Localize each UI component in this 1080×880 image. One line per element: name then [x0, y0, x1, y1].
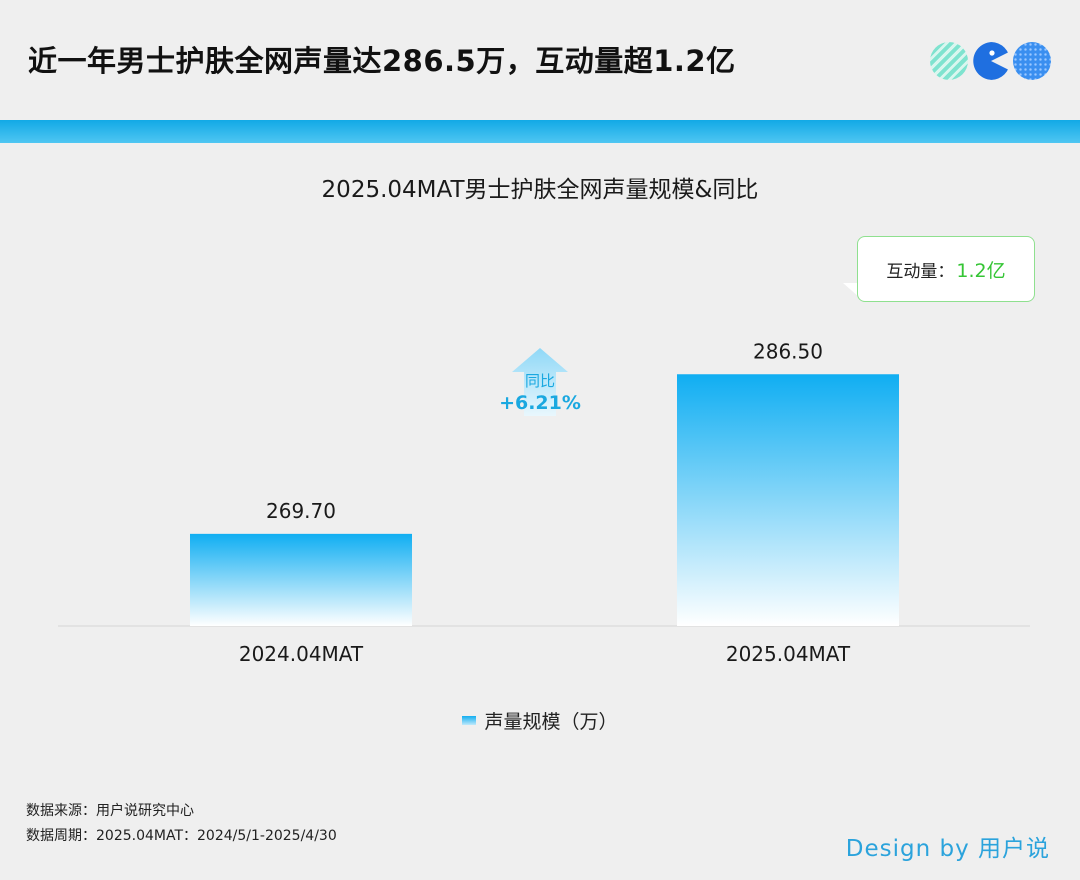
x-tick-label-2024.04MAT: 2024.04MAT [239, 642, 364, 666]
yoy-value: +6.21% [499, 392, 581, 414]
interaction-callout: 互动量： 1.2亿 [857, 236, 1035, 302]
bar-2025.04MAT [677, 374, 899, 626]
data-label-2025.04MAT: 286.50 [753, 339, 823, 363]
design-by-credit: Design by 用户说 [845, 836, 1050, 862]
x-tick-label-2025.04MAT: 2025.04MAT [726, 642, 851, 666]
bar-2024.04MAT [190, 533, 412, 626]
dotted-circle-logo [1013, 42, 1051, 80]
chart-title: 2025.04MAT男士护肤全网声量规模&同比 [321, 177, 759, 203]
data-label-2024.04MAT: 269.70 [266, 499, 336, 523]
data-period: 数据周期：2025.04MAT：2024/5/1-2025/4/30 [26, 828, 337, 844]
callout-tail [843, 283, 859, 297]
yoy-arrow [512, 348, 568, 416]
page-title: 近一年男士护肤全网声量达286.5万，互动量超1.2亿 [28, 44, 736, 78]
legend: 声量规模（万） [0, 707, 1080, 734]
header-band [0, 120, 1080, 143]
pacman-circle-logo [973, 42, 1009, 80]
legend-swatch [462, 716, 477, 725]
data-source: 数据来源：用户说研究中心 [26, 803, 194, 819]
legend-label: 声量规模（万） [484, 711, 618, 733]
striped-circle-logo [930, 42, 968, 80]
callout-label: 互动量： [886, 261, 955, 282]
yoy-label: 同比 [524, 372, 555, 390]
callout-value: 1.2亿 [956, 259, 1006, 282]
